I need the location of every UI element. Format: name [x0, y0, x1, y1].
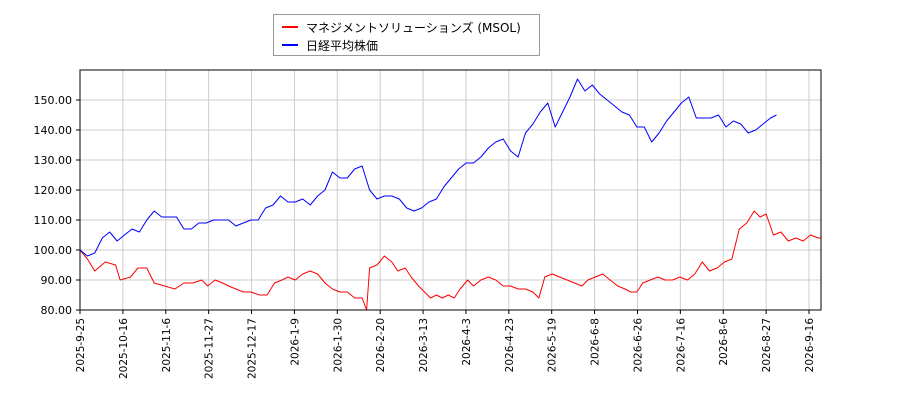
legend-swatch-red: [282, 26, 298, 28]
y-tick-label: 90.00: [41, 274, 73, 287]
series-line-msol: [79, 210, 821, 311]
y-tick-label: 120.00: [34, 184, 73, 197]
x-tick-label: 2026-1-30: [332, 318, 344, 372]
x-tick-label: 2026-1-9: [289, 318, 301, 366]
x-tick-label: 2026-6-26: [632, 318, 644, 373]
y-tick-label: 130.00: [34, 154, 73, 167]
x-tick-label: 2026-7-16: [675, 318, 687, 373]
y-tick-label: 110.00: [34, 214, 73, 227]
series-line-nikkei: [79, 78, 777, 257]
x-tick-label: 2026-2-20: [375, 318, 387, 372]
grid-lines: [79, 70, 821, 311]
series-layer: [79, 78, 821, 311]
legend-swatch-blue: [282, 44, 298, 46]
y-tick-label: 150.00: [34, 94, 73, 107]
x-tick-label: 2026-5-19: [547, 318, 559, 372]
x-tick-label: 2026-4-23: [504, 318, 516, 372]
x-tick-label: 2025-11-6: [161, 318, 173, 373]
y-tick-label: 140.00: [34, 124, 73, 137]
x-tick-label: 2026-9-16: [804, 318, 816, 373]
x-tick-label: 2025-12-17: [247, 318, 259, 379]
legend-item-nikkei: 日経平均株価: [282, 36, 378, 54]
x-tick-label: 2026-6-8: [590, 318, 602, 366]
legend-label: マネジメントソリューションズ (MSOL): [306, 20, 521, 35]
y-tick-label: 80.00: [41, 304, 73, 317]
x-tick-label: 2025-9-25: [75, 318, 87, 372]
legend-label: 日経平均株価: [306, 38, 379, 53]
x-tick-label: 2026-8-27: [761, 318, 773, 372]
x-tick-label: 2026-8-6: [718, 318, 730, 366]
x-tick-label: 2025-11-27: [204, 318, 216, 379]
legend: マネジメントソリューションズ (MSOL) 日経平均株価: [273, 14, 540, 56]
x-tick-label: 2026-3-13: [418, 318, 430, 372]
y-tick-label: 100.00: [34, 244, 73, 257]
legend-item-msol: マネジメントソリューションズ (MSOL): [282, 18, 521, 36]
x-axis: 2025-9-25 2025-10-16 2025-11-6 2025-11-27 20…: [75, 310, 816, 379]
y-axis: 80.00 90.00 100.00 110.00 120.00 130.00 140.00…: [34, 94, 80, 317]
x-tick-label: 2025-10-16: [118, 318, 130, 379]
x-tick-label: 2026-4-3: [461, 318, 473, 366]
